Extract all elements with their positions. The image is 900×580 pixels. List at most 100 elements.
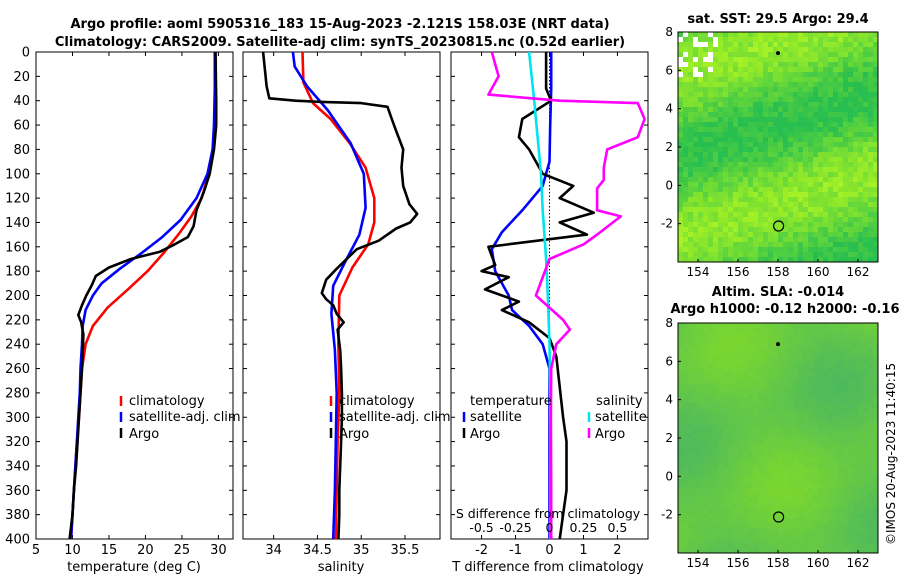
map-cell (813, 87, 819, 93)
map-cell (693, 343, 699, 349)
y-tick-label: 2 (665, 431, 673, 445)
map-cell (723, 232, 729, 238)
map-cell (768, 142, 774, 148)
map-cell (678, 478, 684, 484)
map-cell (683, 52, 689, 58)
map-cell (873, 112, 879, 118)
map-cell (718, 493, 724, 499)
map-cell (728, 408, 734, 414)
map-cell (788, 172, 794, 178)
map-cell (793, 112, 799, 118)
y-tick-label: 0 (665, 469, 673, 483)
map-cell (728, 413, 734, 419)
map-cell (688, 478, 694, 484)
map-cell (813, 117, 819, 123)
map-cell (758, 518, 764, 524)
map-cell (723, 147, 729, 153)
map-cell (763, 388, 769, 394)
map-cell (818, 458, 824, 464)
map-cell (778, 77, 784, 83)
map-cell (823, 47, 829, 53)
map-cell (818, 373, 824, 379)
map-cell (868, 333, 874, 339)
map-cell (863, 343, 869, 349)
map-cell (743, 448, 749, 454)
map-cell (813, 378, 819, 384)
map-cell (783, 323, 789, 329)
map-cell (763, 498, 769, 504)
map-cell (828, 242, 834, 248)
map-cell (733, 363, 739, 369)
map-cell (808, 77, 814, 83)
s-tick-label: 0 (546, 520, 554, 535)
map-cell (853, 503, 859, 509)
map-cell (783, 363, 789, 369)
x-tick-label: 20 (137, 543, 154, 558)
map-cell (793, 413, 799, 419)
map-cell (693, 232, 699, 238)
map-cell (678, 37, 684, 43)
map-cell (818, 177, 824, 183)
map-cell (838, 107, 844, 113)
y-tick-label: 0 (22, 46, 30, 61)
map-cell (833, 37, 839, 43)
map-cell (863, 333, 869, 339)
legend-clim-label: climatology (339, 394, 415, 409)
map-cell (778, 247, 784, 253)
map-cell (793, 87, 799, 93)
map-cell (703, 493, 709, 499)
map-cell (828, 97, 834, 103)
map-cell (683, 438, 689, 444)
map-cell (688, 97, 694, 103)
map-cell (773, 463, 779, 469)
map-cell (868, 533, 874, 539)
map-cell (783, 383, 789, 389)
map-cell (853, 338, 859, 344)
map-cell (703, 448, 709, 454)
map-cell (683, 488, 689, 494)
map-cell (773, 433, 779, 439)
map-cell (728, 222, 734, 228)
map-cell (723, 247, 729, 253)
map-cell (773, 338, 779, 344)
map-cell (813, 182, 819, 188)
map-cell (833, 423, 839, 429)
map-cell (848, 107, 854, 113)
map-cell (708, 162, 714, 168)
map-cell (703, 112, 709, 118)
map-cell (778, 548, 784, 554)
y-tick-label: 280 (5, 386, 30, 401)
map-cell (848, 333, 854, 339)
map-cell (803, 358, 809, 364)
map-cell (768, 92, 774, 98)
map-cell (723, 413, 729, 419)
map-cell (713, 358, 719, 364)
map-cell (863, 388, 869, 394)
map-cell (693, 378, 699, 384)
map-cell (798, 323, 804, 329)
map-cell (833, 72, 839, 78)
map-cell (818, 237, 824, 243)
map-cell (873, 217, 879, 223)
map-cell (808, 538, 814, 544)
map-cell (718, 363, 724, 369)
map-cell (703, 428, 709, 434)
map-cell (873, 343, 879, 349)
island-marker (776, 51, 780, 56)
map-cell (738, 363, 744, 369)
map-cell (688, 257, 694, 263)
map-cell (723, 483, 729, 489)
sst-map-title: sat. SST: 29.5 Argo: 29.4 (687, 12, 868, 27)
map-cell (858, 32, 864, 38)
map-cell (678, 508, 684, 514)
map-cell (783, 142, 789, 148)
map-cell (863, 443, 869, 449)
map-cell (863, 448, 869, 454)
map-cell (698, 463, 704, 469)
map-cell (833, 353, 839, 359)
map-cell (853, 212, 859, 218)
map-cell (853, 408, 859, 414)
map-cell (763, 378, 769, 384)
map-cell (868, 388, 874, 394)
map-cell (738, 147, 744, 153)
